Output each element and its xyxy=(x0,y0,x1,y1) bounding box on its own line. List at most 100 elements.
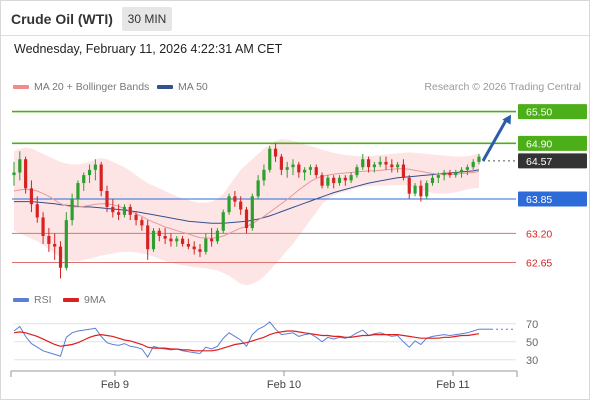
candle-body xyxy=(35,204,39,218)
candle-body xyxy=(448,172,452,176)
candle-body xyxy=(442,172,446,176)
candle-body xyxy=(87,169,92,176)
rsi-9ma-line xyxy=(13,330,480,352)
candle-body xyxy=(384,161,388,165)
candle-body xyxy=(169,238,173,242)
candle-body xyxy=(47,236,51,244)
candle-body xyxy=(117,212,121,215)
candle-body xyxy=(343,177,347,181)
9ma-swatch xyxy=(63,298,79,303)
legend-item-rsi: RSI xyxy=(13,294,52,306)
candle-body xyxy=(146,225,150,250)
candle-body xyxy=(134,214,138,221)
candle-body xyxy=(157,230,161,236)
ma50-swatch xyxy=(157,85,173,90)
candle-body xyxy=(233,196,237,202)
research-credit: Research © 2026 Trading Central xyxy=(424,81,581,93)
legend-label-ma50: MA 50 xyxy=(178,81,208,93)
candle-body xyxy=(70,198,74,221)
candle-body xyxy=(326,177,330,186)
candle-body xyxy=(320,175,324,186)
x-axis-tick-label: Feb 9 xyxy=(101,379,129,391)
candle-body xyxy=(407,177,411,194)
candle-body xyxy=(355,167,359,176)
candle-body xyxy=(18,159,22,173)
rsi-tick-label: 50 xyxy=(526,337,538,349)
projection-arrow-head xyxy=(502,114,511,125)
rsi-tick-label: 30 xyxy=(526,355,538,367)
price-tag-label-pivot: 63.85 xyxy=(526,194,552,206)
candle-body xyxy=(244,209,249,229)
candle-body xyxy=(465,167,469,170)
projection-arrow-shaft xyxy=(481,117,509,162)
x-axis-tick-label: Feb 11 xyxy=(436,379,469,391)
candle-body xyxy=(122,206,127,215)
candle-body xyxy=(192,246,196,250)
candle-body xyxy=(29,188,34,205)
candle-body xyxy=(186,243,190,247)
candle-body xyxy=(250,196,254,229)
candle-body xyxy=(308,167,313,170)
candle-body xyxy=(477,156,481,162)
candle-body xyxy=(285,167,289,170)
candle-body xyxy=(93,164,97,170)
candle-body xyxy=(64,220,68,268)
candle-body xyxy=(430,177,435,184)
candle-body xyxy=(151,230,156,250)
candle-body xyxy=(413,185,417,194)
candle-body xyxy=(82,175,86,184)
candle-body xyxy=(279,156,283,170)
price-label-support: 62.65 xyxy=(526,257,552,269)
candle-body xyxy=(471,161,475,168)
price-tag-pivot xyxy=(518,191,587,207)
candle-body xyxy=(378,161,382,165)
candle-body xyxy=(361,159,365,168)
candle-body xyxy=(337,177,342,184)
price-tag-resistance xyxy=(518,135,587,151)
rsi-tick-label: 70 xyxy=(526,319,538,331)
candle-body xyxy=(41,217,45,236)
rsi-swatch xyxy=(13,298,29,303)
x-axis-tick-label: Feb 10 xyxy=(267,379,301,391)
datetime-label: Wednesday, February 11, 2026 4:22:31 AM … xyxy=(14,42,283,56)
candle-body xyxy=(180,238,185,244)
candle-body xyxy=(53,243,57,247)
price-tag-current xyxy=(518,153,587,169)
candle-body xyxy=(163,236,167,239)
candle-body xyxy=(227,196,231,213)
candle-body xyxy=(24,159,28,189)
candle-body xyxy=(454,172,458,176)
instrument-title: Crude Oil (WTI) xyxy=(11,11,113,27)
candle-body xyxy=(99,164,103,191)
candle-body xyxy=(401,164,406,178)
candle-body xyxy=(58,246,63,268)
candle-body xyxy=(390,164,394,168)
candle-body xyxy=(76,183,80,199)
legend-item-ma50: MA 50 xyxy=(157,81,208,93)
candle-body xyxy=(111,206,115,213)
candle-body xyxy=(372,164,376,168)
candle-body xyxy=(210,238,214,242)
legend-label-rsi: RSI xyxy=(34,294,52,306)
candle-body xyxy=(396,164,400,168)
price-label-support: 63.20 xyxy=(526,228,552,240)
candle-body xyxy=(273,148,278,157)
candle-body xyxy=(268,148,272,170)
candle-body xyxy=(140,220,144,226)
candle-body xyxy=(314,167,318,176)
header-divider xyxy=(1,35,589,36)
candle-body xyxy=(291,164,295,168)
rsi-line xyxy=(13,321,480,359)
candle-body xyxy=(332,177,336,184)
timeframe-button[interactable]: 30 MIN xyxy=(122,7,172,31)
candle-body xyxy=(349,175,353,181)
candle-body xyxy=(256,180,260,197)
candle-body xyxy=(436,175,440,178)
candle-body xyxy=(105,191,109,207)
price-tag-resistance xyxy=(518,104,587,120)
candle-body xyxy=(297,164,301,173)
price-tag-label-resistance: 64.90 xyxy=(526,138,552,150)
candle-body xyxy=(12,172,16,176)
